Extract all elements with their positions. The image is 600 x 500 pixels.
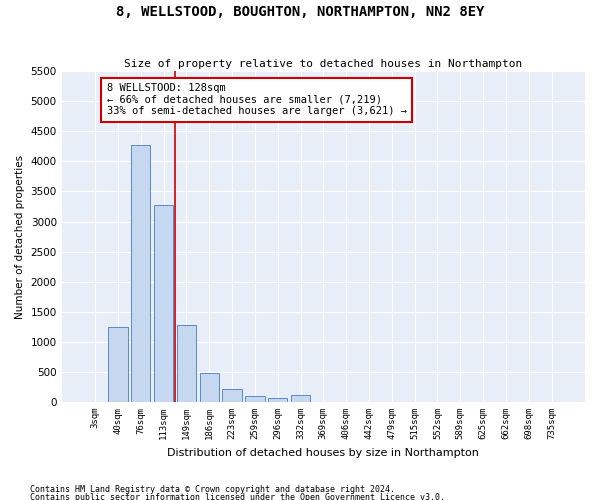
Bar (245, 396, 265, 402)
Y-axis label: Number of detached properties: Number of detached properties (15, 154, 25, 318)
Text: 8, WELLSTOOD, BOUGHTON, NORTHAMPTON, NN2 8EY: 8, WELLSTOOD, BOUGHTON, NORTHAMPTON, NN2… (116, 5, 484, 19)
Bar (108, 327, 128, 402)
Bar (200, 373, 219, 402)
Bar (131, 144, 151, 402)
Title: Size of property relative to detached houses in Northampton: Size of property relative to detached ho… (124, 59, 523, 69)
Text: 8 WELLSTOOD: 128sqm
← 66% of detached houses are smaller (7,219)
33% of semi-det: 8 WELLSTOOD: 128sqm ← 66% of detached ho… (107, 83, 407, 116)
Text: Contains HM Land Registry data © Crown copyright and database right 2024.: Contains HM Land Registry data © Crown c… (30, 486, 395, 494)
Bar (291, 396, 310, 402)
Bar (177, 325, 196, 402)
Bar (154, 204, 173, 402)
X-axis label: Distribution of detached houses by size in Northampton: Distribution of detached houses by size … (167, 448, 479, 458)
Bar (223, 390, 242, 402)
Bar (268, 398, 287, 402)
Text: Contains public sector information licensed under the Open Government Licence v3: Contains public sector information licen… (30, 492, 445, 500)
